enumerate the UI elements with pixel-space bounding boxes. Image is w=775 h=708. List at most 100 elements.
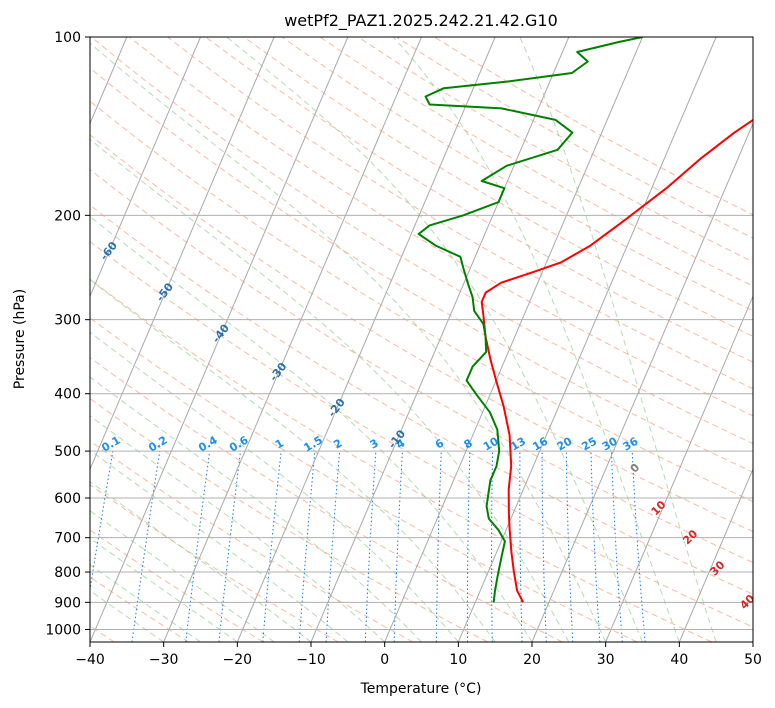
x-tick-label: 0: [380, 652, 389, 668]
dry-adiabat-line: [90, 100, 753, 503]
moist-adiabat-line: [90, 589, 164, 642]
mixing-ratio-label: 1: [273, 437, 286, 452]
isobars: [90, 37, 753, 630]
isotherm-line: [531, 122, 753, 642]
moist-adiabat-label: 40: [737, 592, 757, 612]
isotherm-line: [605, 295, 753, 642]
dry-adiabat-line: [90, 397, 488, 642]
dry-adiabat-line: [167, 37, 753, 390]
moist-adiabat-line: [392, 37, 680, 642]
moist-adiabat-line: [226, 37, 643, 642]
isotherm-line: [90, 37, 275, 471]
mixing-ratio-line: [519, 451, 523, 642]
dewpoint-profile-line: [417, 37, 643, 603]
dry-adiabat-line: [129, 37, 753, 417]
dry-adiabat-line: [90, 529, 264, 642]
mixing-ratio-line: [90, 451, 114, 593]
isotherm-label: -60: [98, 239, 121, 263]
mixing-ratio-line: [185, 451, 211, 642]
moist-adiabat-label: 30: [708, 558, 728, 578]
y-tick-label: 400: [54, 387, 81, 403]
isotherm-line: [678, 467, 753, 642]
dry-adiabat-line: [90, 317, 638, 642]
isotherm-line: [90, 37, 349, 642]
moist-adiabat-line: [90, 537, 238, 642]
moist-adiabat-line: [90, 415, 386, 642]
y-tick-label: 800: [54, 565, 81, 581]
dry-adiabat-line: [90, 484, 339, 642]
dry-adiabat-line: [90, 278, 712, 642]
x-tick-label: −10: [296, 652, 326, 668]
mixing-ratio-line: [565, 451, 574, 642]
moist-adiabat-line: [90, 481, 312, 642]
moist-adiabat-line: [90, 331, 459, 642]
isotherm-line: [310, 37, 570, 642]
chart-title: wetPf2_PAZ1.2025.242.21.42.G10: [284, 11, 558, 31]
plot-frame: [89, 36, 754, 643]
mixing-ratio-label: 3: [368, 437, 381, 452]
moist-adiabat-line: [90, 564, 201, 642]
y-tick-label: 1000: [45, 622, 81, 638]
dry-adiabat-line: [90, 134, 753, 533]
moist-adiabat-label: 20: [680, 527, 700, 547]
dry-adiabat-line: [281, 37, 753, 312]
y-tick-label: 600: [54, 491, 81, 507]
x-tick-label: −40: [75, 652, 105, 668]
mixing-ratio-lines: [90, 451, 646, 642]
isotherm-line: [457, 37, 717, 642]
dry-adiabat-line: [205, 37, 753, 363]
mixing-ratio-line: [262, 451, 282, 642]
mixing-ratio-line: [631, 451, 646, 642]
moist-adiabat-line: [90, 215, 533, 642]
y-tick-label: 700: [54, 531, 81, 547]
moist-adiabat-label: 0: [628, 461, 643, 476]
reference-labels: 0.10.20.40.611.52346810131620253036-100-…: [0, 161, 757, 612]
y-tick-label: 200: [54, 208, 81, 224]
x-axis-ticks: −40 −30 −20 −10 0 10 20 30 40 50: [75, 642, 762, 668]
x-axis-label: Temperature (°C): [360, 681, 482, 697]
isotherm-line: [236, 37, 496, 642]
y-tick-label: 100: [54, 30, 81, 46]
y-tick-label: 900: [54, 595, 81, 611]
moist-adiabat-line: [90, 138, 570, 642]
mixing-ratio-label: 2: [331, 437, 344, 452]
isotherms: [90, 37, 753, 642]
profile-series: [417, 37, 753, 603]
moist-adiabat-line: [90, 42, 607, 642]
moist-adiabats: [90, 37, 717, 642]
dry-adiabat-line: [243, 37, 753, 337]
mixing-ratio-line: [298, 451, 316, 642]
y-tick-label: 500: [54, 444, 81, 460]
moist-adiabat-line: [90, 449, 349, 642]
isotherm-label: -50: [154, 280, 177, 304]
dry-adiabat-line: [90, 440, 414, 642]
x-tick-label: 10: [449, 652, 467, 668]
y-axis-ticks: 100 200 300 400 500 600 700 800 900 1000: [45, 30, 90, 638]
moist-adiabat-line: [90, 510, 275, 642]
isotherm-line: [384, 37, 643, 642]
moist-adiabat-line: [519, 37, 717, 642]
dry-adiabats: [90, 37, 753, 642]
x-tick-label: 40: [670, 652, 688, 668]
x-tick-label: −30: [149, 652, 179, 668]
dry-adiabat-line: [90, 241, 753, 628]
x-tick-label: 50: [744, 652, 762, 668]
moist-adiabat-line: [90, 279, 496, 642]
isotherm-line: [752, 640, 753, 642]
y-tick-label: 300: [54, 313, 81, 329]
dry-adiabat-line: [90, 37, 753, 445]
mixing-ratio-line: [218, 451, 241, 642]
isotherm-line: [163, 37, 422, 642]
x-tick-label: 30: [597, 652, 615, 668]
moist-adiabat-line: [90, 376, 422, 642]
temperature-profile-line: [480, 118, 753, 603]
isotherm-label: -80: [0, 161, 6, 185]
dry-adiabat-line: [90, 576, 190, 642]
dry-adiabat-line: [90, 204, 753, 595]
plot-area: 0.10.20.40.611.52346810131620253036-100-…: [0, 37, 757, 642]
isotherm-label: -30: [267, 360, 290, 384]
mixing-ratio-line: [435, 451, 442, 642]
isotherm-line: [90, 37, 201, 298]
y-axis-label: Pressure (hPa): [12, 289, 28, 389]
